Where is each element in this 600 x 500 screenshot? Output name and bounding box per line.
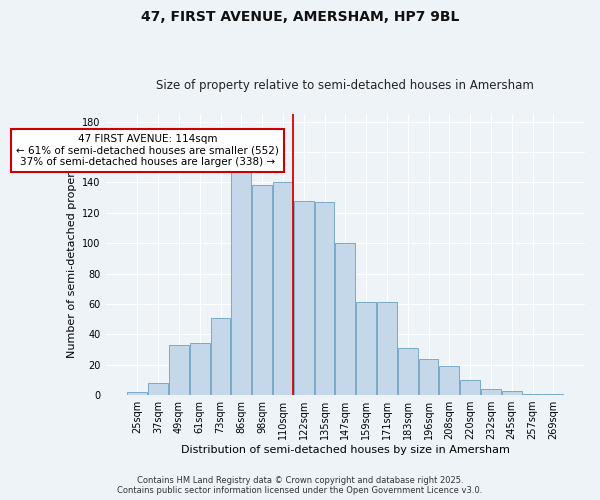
Bar — [439, 366, 459, 395]
Bar — [314, 202, 334, 395]
Bar — [356, 302, 376, 395]
Bar — [419, 358, 439, 395]
Bar — [252, 186, 272, 395]
Bar — [273, 182, 293, 395]
Bar — [148, 383, 168, 395]
Bar — [523, 394, 542, 395]
Title: Size of property relative to semi-detached houses in Amersham: Size of property relative to semi-detach… — [157, 79, 534, 92]
Text: 47 FIRST AVENUE: 114sqm
← 61% of semi-detached houses are smaller (552)
37% of s: 47 FIRST AVENUE: 114sqm ← 61% of semi-de… — [16, 134, 279, 167]
Text: Contains HM Land Registry data © Crown copyright and database right 2025.
Contai: Contains HM Land Registry data © Crown c… — [118, 476, 482, 495]
Bar — [377, 302, 397, 395]
Bar — [502, 390, 521, 395]
Bar — [127, 392, 147, 395]
Bar — [544, 394, 563, 395]
Bar — [232, 167, 251, 395]
Bar — [460, 380, 480, 395]
Bar — [211, 318, 230, 395]
Bar — [294, 200, 314, 395]
Bar — [398, 348, 418, 395]
Bar — [335, 243, 355, 395]
X-axis label: Distribution of semi-detached houses by size in Amersham: Distribution of semi-detached houses by … — [181, 445, 510, 455]
Y-axis label: Number of semi-detached properties: Number of semi-detached properties — [67, 152, 77, 358]
Bar — [190, 344, 209, 395]
Bar — [169, 345, 189, 395]
Bar — [481, 389, 501, 395]
Text: 47, FIRST AVENUE, AMERSHAM, HP7 9BL: 47, FIRST AVENUE, AMERSHAM, HP7 9BL — [141, 10, 459, 24]
